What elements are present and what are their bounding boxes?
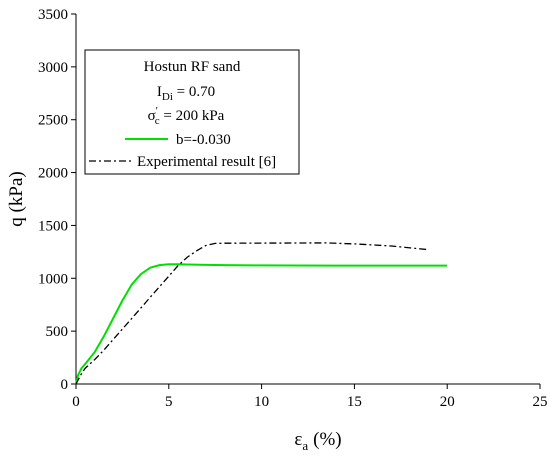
x-tick-label: 5 — [165, 394, 173, 410]
legend-density: IDi = 0.70 — [157, 84, 215, 103]
x-tick-label: 20 — [440, 394, 455, 410]
y-tick-label: 1000 — [38, 271, 68, 287]
y-tick-label: 0 — [61, 377, 69, 393]
x-axis-label-sub: a — [302, 438, 308, 453]
x-axis-label-main: ε — [294, 429, 302, 450]
y-tick-label: 2000 — [38, 166, 68, 182]
x-axis-label-unit: (%) — [313, 429, 341, 450]
y-axis-label: q (kPa) — [6, 171, 27, 226]
legend-box — [84, 49, 300, 175]
plot-area — [75, 242, 448, 385]
legend-label-model: b=-0.030 — [176, 132, 231, 148]
series-line-experimental — [75, 242, 429, 385]
x-tick-label: 25 — [533, 394, 548, 410]
y-tick-label: 1500 — [38, 218, 68, 234]
x-tick-label: 15 — [347, 394, 362, 410]
series-line-model — [75, 263, 448, 385]
y-tick-label: 3000 — [38, 60, 68, 76]
x-tick-label: 0 — [72, 394, 80, 410]
legend-label-experimental: Experimental result [6] — [137, 154, 276, 170]
x-axis-label: εa (%) — [294, 429, 341, 453]
y-tick-label: 2500 — [38, 113, 68, 129]
legend: Hostun RF sand IDi = 0.70 σ' c = 200 kPa … — [84, 49, 300, 175]
legend-title: Hostun RF sand — [144, 59, 241, 75]
legend-confining-stress: σ' c = 200 kPa — [148, 105, 225, 127]
ticks: 0 5 10 15 20 25 0 500 1000 1500 2000 2500 3000 3500 — [38, 7, 548, 410]
y-tick-label: 500 — [46, 324, 69, 340]
y-tick-label: 3500 — [38, 7, 68, 23]
x-tick-label: 10 — [254, 394, 269, 410]
